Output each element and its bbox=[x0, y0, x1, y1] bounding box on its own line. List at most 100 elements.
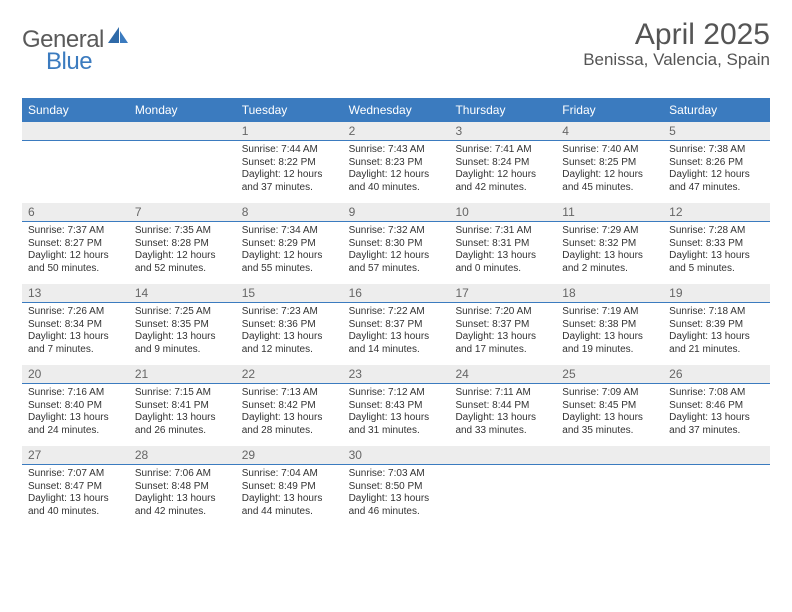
sunset-text: Sunset: 8:38 PM bbox=[562, 319, 657, 332]
dow-sunday: Sunday bbox=[22, 98, 129, 122]
day-detail: Sunrise: 7:28 AMSunset: 8:33 PMDaylight:… bbox=[663, 222, 770, 284]
daylight-text: Daylight: 13 hours and 12 minutes. bbox=[242, 331, 337, 356]
sunset-text: Sunset: 8:43 PM bbox=[349, 400, 444, 413]
day-detail: Sunrise: 7:03 AMSunset: 8:50 PMDaylight:… bbox=[343, 465, 450, 527]
daylight-text: Daylight: 13 hours and 42 minutes. bbox=[135, 493, 230, 518]
day-detail-row: Sunrise: 7:44 AMSunset: 8:22 PMDaylight:… bbox=[22, 141, 770, 203]
sunrise-text: Sunrise: 7:40 AM bbox=[562, 144, 657, 157]
day-detail bbox=[129, 141, 236, 203]
daylight-text: Daylight: 13 hours and 0 minutes. bbox=[455, 250, 550, 275]
sunset-text: Sunset: 8:32 PM bbox=[562, 238, 657, 251]
day-detail: Sunrise: 7:22 AMSunset: 8:37 PMDaylight:… bbox=[343, 303, 450, 365]
day-number: 29 bbox=[236, 446, 343, 464]
sunset-text: Sunset: 8:30 PM bbox=[349, 238, 444, 251]
day-number: 11 bbox=[556, 203, 663, 221]
daylight-text: Daylight: 13 hours and 5 minutes. bbox=[669, 250, 764, 275]
day-number: 18 bbox=[556, 284, 663, 302]
sunrise-text: Sunrise: 7:18 AM bbox=[669, 306, 764, 319]
sunrise-text: Sunrise: 7:04 AM bbox=[242, 468, 337, 481]
day-detail bbox=[449, 465, 556, 527]
month-title: April 2025 bbox=[583, 18, 770, 52]
day-number: 2 bbox=[343, 122, 450, 140]
logo-text-blue: Blue bbox=[46, 48, 92, 75]
day-detail bbox=[663, 465, 770, 527]
calendar: Sunday Monday Tuesday Wednesday Thursday… bbox=[22, 98, 770, 527]
dow-wednesday: Wednesday bbox=[343, 98, 450, 122]
sunrise-text: Sunrise: 7:09 AM bbox=[562, 387, 657, 400]
day-detail: Sunrise: 7:12 AMSunset: 8:43 PMDaylight:… bbox=[343, 384, 450, 446]
day-number: 15 bbox=[236, 284, 343, 302]
daylight-text: Daylight: 13 hours and 9 minutes. bbox=[135, 331, 230, 356]
sunrise-text: Sunrise: 7:12 AM bbox=[349, 387, 444, 400]
sunrise-text: Sunrise: 7:44 AM bbox=[242, 144, 337, 157]
sunset-text: Sunset: 8:37 PM bbox=[455, 319, 550, 332]
calendar-page: General April 2025 Benissa, Valencia, Sp… bbox=[0, 0, 792, 527]
dow-friday: Friday bbox=[556, 98, 663, 122]
day-number: 16 bbox=[343, 284, 450, 302]
daylight-text: Daylight: 13 hours and 24 minutes. bbox=[28, 412, 123, 437]
daylight-text: Daylight: 13 hours and 2 minutes. bbox=[562, 250, 657, 275]
day-detail: Sunrise: 7:11 AMSunset: 8:44 PMDaylight:… bbox=[449, 384, 556, 446]
day-detail: Sunrise: 7:37 AMSunset: 8:27 PMDaylight:… bbox=[22, 222, 129, 284]
sunset-text: Sunset: 8:24 PM bbox=[455, 157, 550, 170]
day-number bbox=[129, 122, 236, 140]
daylight-text: Daylight: 13 hours and 7 minutes. bbox=[28, 331, 123, 356]
sunrise-text: Sunrise: 7:34 AM bbox=[242, 225, 337, 238]
day-detail: Sunrise: 7:31 AMSunset: 8:31 PMDaylight:… bbox=[449, 222, 556, 284]
sunset-text: Sunset: 8:45 PM bbox=[562, 400, 657, 413]
sunrise-text: Sunrise: 7:23 AM bbox=[242, 306, 337, 319]
day-detail: Sunrise: 7:44 AMSunset: 8:22 PMDaylight:… bbox=[236, 141, 343, 203]
daylight-text: Daylight: 13 hours and 21 minutes. bbox=[669, 331, 764, 356]
day-number: 9 bbox=[343, 203, 450, 221]
daylight-text: Daylight: 13 hours and 17 minutes. bbox=[455, 331, 550, 356]
day-detail: Sunrise: 7:07 AMSunset: 8:47 PMDaylight:… bbox=[22, 465, 129, 527]
sunset-text: Sunset: 8:39 PM bbox=[669, 319, 764, 332]
location: Benissa, Valencia, Spain bbox=[583, 50, 770, 70]
dow-monday: Monday bbox=[129, 98, 236, 122]
sunrise-text: Sunrise: 7:07 AM bbox=[28, 468, 123, 481]
sunset-text: Sunset: 8:42 PM bbox=[242, 400, 337, 413]
daylight-text: Daylight: 12 hours and 50 minutes. bbox=[28, 250, 123, 275]
sunset-text: Sunset: 8:40 PM bbox=[28, 400, 123, 413]
daylight-text: Daylight: 12 hours and 37 minutes. bbox=[242, 169, 337, 194]
sunset-text: Sunset: 8:34 PM bbox=[28, 319, 123, 332]
day-number bbox=[556, 446, 663, 464]
sunrise-text: Sunrise: 7:08 AM bbox=[669, 387, 764, 400]
day-detail: Sunrise: 7:23 AMSunset: 8:36 PMDaylight:… bbox=[236, 303, 343, 365]
sunrise-text: Sunrise: 7:28 AM bbox=[669, 225, 764, 238]
daylight-text: Daylight: 12 hours and 57 minutes. bbox=[349, 250, 444, 275]
sunrise-text: Sunrise: 7:22 AM bbox=[349, 306, 444, 319]
day-number-row: 27282930 bbox=[22, 446, 770, 465]
day-number: 28 bbox=[129, 446, 236, 464]
day-detail: Sunrise: 7:15 AMSunset: 8:41 PMDaylight:… bbox=[129, 384, 236, 446]
week-row: 13141516171819Sunrise: 7:26 AMSunset: 8:… bbox=[22, 284, 770, 365]
day-number: 13 bbox=[22, 284, 129, 302]
dow-saturday: Saturday bbox=[663, 98, 770, 122]
sunrise-text: Sunrise: 7:29 AM bbox=[562, 225, 657, 238]
day-of-week-header: Sunday Monday Tuesday Wednesday Thursday… bbox=[22, 98, 770, 122]
sunrise-text: Sunrise: 7:32 AM bbox=[349, 225, 444, 238]
day-number-row: 20212223242526 bbox=[22, 365, 770, 384]
sunrise-text: Sunrise: 7:37 AM bbox=[28, 225, 123, 238]
day-detail: Sunrise: 7:41 AMSunset: 8:24 PMDaylight:… bbox=[449, 141, 556, 203]
sunset-text: Sunset: 8:49 PM bbox=[242, 481, 337, 494]
daylight-text: Daylight: 13 hours and 33 minutes. bbox=[455, 412, 550, 437]
day-number-row: 12345 bbox=[22, 122, 770, 141]
daylight-text: Daylight: 12 hours and 55 minutes. bbox=[242, 250, 337, 275]
sunrise-text: Sunrise: 7:41 AM bbox=[455, 144, 550, 157]
day-number: 1 bbox=[236, 122, 343, 140]
sunset-text: Sunset: 8:36 PM bbox=[242, 319, 337, 332]
sunset-text: Sunset: 8:26 PM bbox=[669, 157, 764, 170]
day-number: 5 bbox=[663, 122, 770, 140]
day-number bbox=[22, 122, 129, 140]
dow-thursday: Thursday bbox=[449, 98, 556, 122]
day-detail bbox=[22, 141, 129, 203]
day-number: 6 bbox=[22, 203, 129, 221]
sunrise-text: Sunrise: 7:13 AM bbox=[242, 387, 337, 400]
day-number: 10 bbox=[449, 203, 556, 221]
sunset-text: Sunset: 8:46 PM bbox=[669, 400, 764, 413]
logo-sail-icon bbox=[108, 25, 130, 50]
day-detail-row: Sunrise: 7:37 AMSunset: 8:27 PMDaylight:… bbox=[22, 222, 770, 284]
day-number: 27 bbox=[22, 446, 129, 464]
day-detail: Sunrise: 7:04 AMSunset: 8:49 PMDaylight:… bbox=[236, 465, 343, 527]
